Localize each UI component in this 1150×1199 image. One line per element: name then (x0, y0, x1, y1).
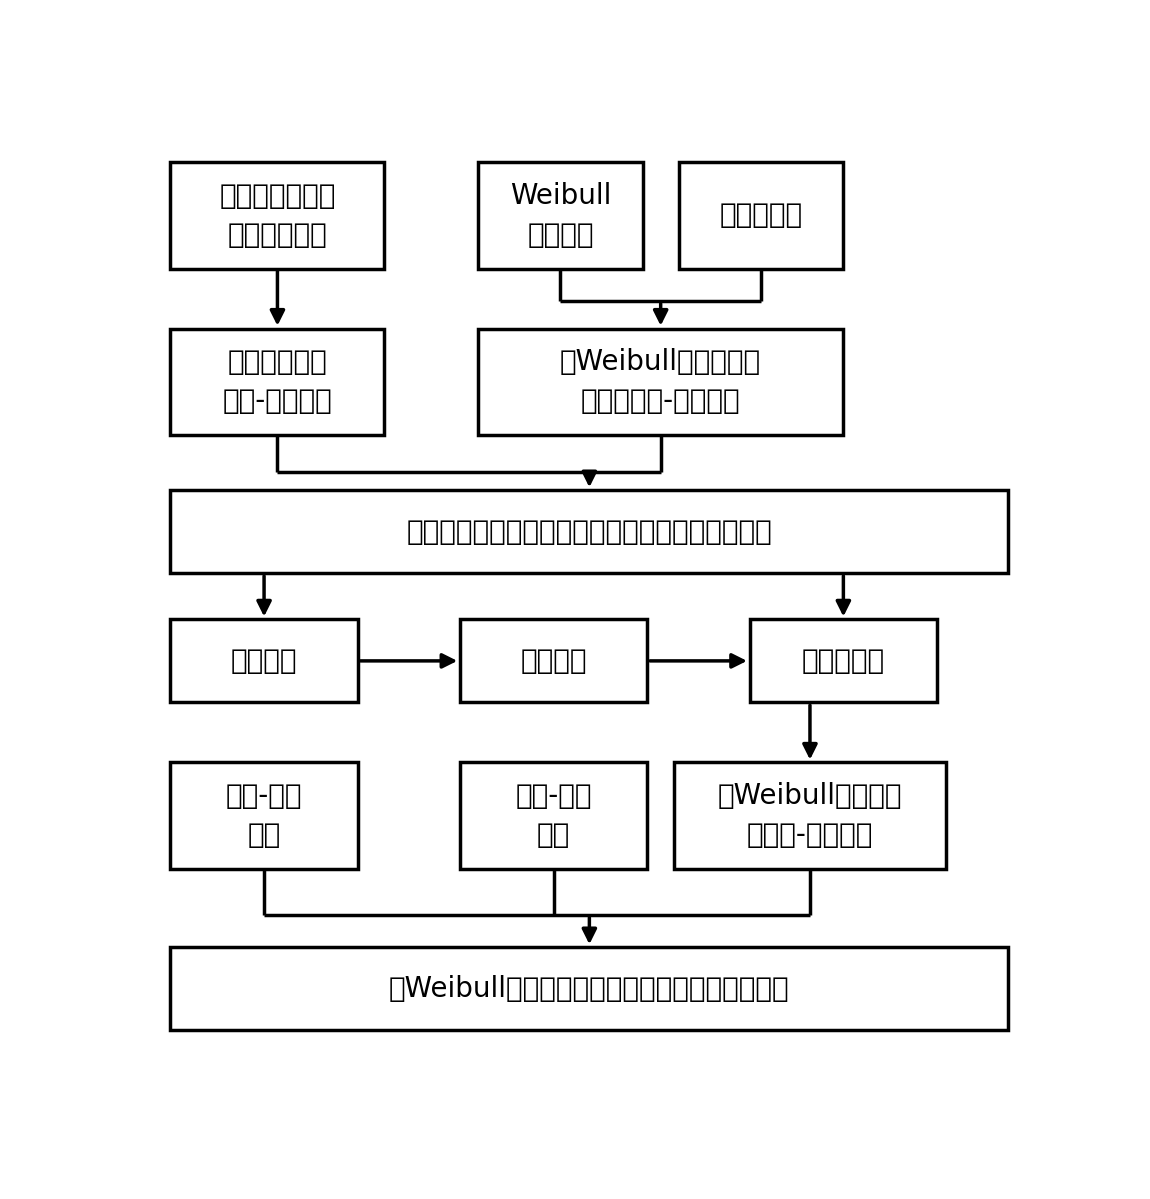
Text: 试验曲线与理论曲线构建多曲线最小二乘目标函数: 试验曲线与理论曲线构建多曲线最小二乘目标函数 (406, 518, 773, 546)
Text: 含Weibull损伤分布
的载荷-位移关系: 含Weibull损伤分布 的载荷-位移关系 (718, 782, 903, 849)
Text: 载荷-应力
关系: 载荷-应力 关系 (225, 782, 302, 849)
Bar (170, 763, 358, 868)
Bar (170, 329, 384, 435)
Text: 遗传算法: 遗传算法 (231, 647, 298, 675)
Bar (478, 329, 843, 435)
Text: 各加载工况下
载荷-位移曲线: 各加载工况下 载荷-位移曲线 (223, 348, 332, 415)
Bar (170, 162, 384, 269)
Text: 信赖域方法: 信赖域方法 (802, 647, 886, 675)
Bar (460, 620, 647, 703)
Bar (750, 620, 937, 703)
Text: 粘弹性模型: 粘弹性模型 (720, 201, 803, 229)
Text: Weibull
损伤模型: Weibull 损伤模型 (509, 182, 611, 249)
Text: 位移-应变
关系: 位移-应变 关系 (515, 782, 592, 849)
Bar (478, 162, 643, 269)
Text: 参数初值: 参数初值 (521, 647, 586, 675)
Bar (170, 947, 1009, 1030)
Text: 多种应变率下的
剪切加载试验: 多种应变率下的 剪切加载试验 (220, 182, 336, 249)
Bar (170, 620, 358, 703)
Bar (674, 763, 945, 868)
Bar (170, 490, 1009, 573)
Bar (460, 763, 647, 868)
Text: 含Weibull损伤分布的
待拟合载荷-位移关系: 含Weibull损伤分布的 待拟合载荷-位移关系 (560, 348, 761, 415)
Bar (678, 162, 843, 269)
Text: 含Weibull损伤分布的复合材料动态剪切本构模型: 含Weibull损伤分布的复合材料动态剪切本构模型 (389, 975, 790, 1002)
